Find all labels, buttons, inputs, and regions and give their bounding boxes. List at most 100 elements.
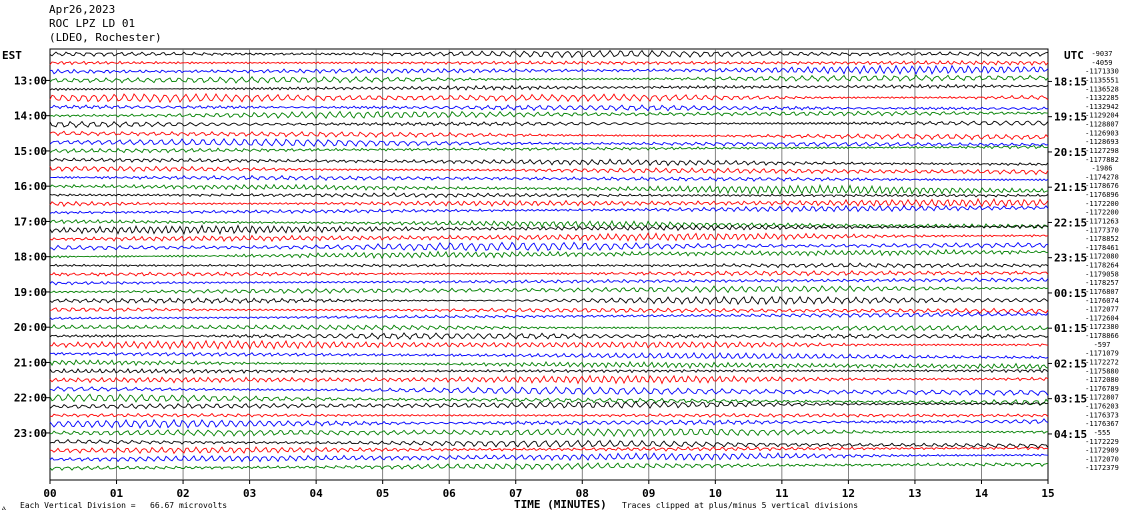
seismic-trace bbox=[49, 277, 1049, 286]
est-hour-label: 18:00 bbox=[14, 251, 47, 264]
trace-offset-label: -1178257 bbox=[1085, 279, 1119, 287]
seismic-trace bbox=[49, 428, 1049, 438]
est-hour-label: 21:00 bbox=[14, 356, 47, 369]
trace-offset-label: -1176896 bbox=[1085, 191, 1119, 199]
trace-offset-label: -1172200 bbox=[1085, 209, 1119, 217]
plot-frame bbox=[49, 48, 1049, 481]
utc-hour-label: 03:15 bbox=[1054, 393, 1087, 406]
est-hour-label: 16:00 bbox=[14, 180, 47, 193]
seismic-trace bbox=[49, 311, 1049, 320]
seismic-trace bbox=[49, 120, 1049, 129]
seismic-trace bbox=[49, 351, 1049, 360]
seismic-trace bbox=[49, 241, 1049, 252]
trace-offset-label: -1986 bbox=[1091, 165, 1112, 173]
seismic-trace bbox=[49, 204, 1049, 215]
seismic-trace bbox=[49, 412, 1049, 419]
trace-offset-label: -1176074 bbox=[1085, 297, 1119, 305]
trace-offset-label: -1176367 bbox=[1085, 420, 1119, 428]
seismic-trace bbox=[49, 64, 1049, 76]
trace-offset-label: -4059 bbox=[1091, 59, 1112, 67]
utc-hour-label: 04:15 bbox=[1054, 428, 1087, 441]
seismic-trace bbox=[49, 144, 1049, 154]
x-tick-label: 13 bbox=[908, 487, 921, 500]
seismic-trace bbox=[49, 400, 1049, 410]
x-tick-label: 01 bbox=[110, 487, 124, 500]
seismic-trace bbox=[49, 295, 1049, 306]
seismic-trace bbox=[49, 92, 1049, 104]
trace-offset-label: -1172070 bbox=[1085, 455, 1119, 463]
trace-offset-label: -1179058 bbox=[1085, 270, 1119, 278]
x-tick-label: 00 bbox=[43, 487, 56, 500]
seismic-trace bbox=[49, 324, 1049, 332]
trace-offset-label: -1176373 bbox=[1085, 411, 1119, 419]
seismic-trace bbox=[49, 367, 1049, 374]
seismic-trace bbox=[49, 59, 1049, 67]
seismic-trace bbox=[49, 262, 1049, 269]
network-label: (LDEO, Rochester) bbox=[49, 31, 162, 44]
vertical-division-note: Each Vertical Division = 66.67 microvolt… bbox=[20, 501, 228, 510]
trace-offset-label: -1172807 bbox=[1085, 394, 1119, 402]
seismic-trace bbox=[49, 269, 1049, 277]
trace-offset-label: -9037 bbox=[1091, 50, 1112, 58]
seismic-trace bbox=[49, 393, 1049, 406]
x-tick-label: 11 bbox=[775, 487, 789, 500]
x-tick-label: 06 bbox=[443, 487, 457, 500]
trace-offset-label: -1172200 bbox=[1085, 200, 1119, 208]
trace-offset-label: -1172080 bbox=[1085, 376, 1119, 384]
seismic-trace bbox=[49, 285, 1049, 295]
utc-hour-label: 01:15 bbox=[1054, 322, 1087, 335]
trace-offset-label: -1132285 bbox=[1085, 94, 1119, 102]
seismic-trace bbox=[49, 446, 1049, 455]
seismic-trace bbox=[49, 223, 1049, 236]
seismic-trace bbox=[49, 183, 1049, 196]
trace-offset-label: -1176789 bbox=[1085, 385, 1119, 393]
est-hour-label: 19:00 bbox=[14, 286, 47, 299]
utc-hour-label: 21:15 bbox=[1054, 181, 1087, 194]
trace-offset-label: -1175880 bbox=[1085, 367, 1119, 375]
seismic-trace bbox=[49, 165, 1049, 176]
seismic-trace bbox=[49, 110, 1049, 120]
seismic-trace bbox=[49, 332, 1049, 340]
trace-offset-label: -1176203 bbox=[1085, 403, 1119, 411]
seismic-trace bbox=[49, 232, 1049, 243]
seismic-trace bbox=[49, 462, 1049, 471]
utc-hour-label: 19:15 bbox=[1054, 111, 1087, 124]
trace-offset-label: -1127298 bbox=[1085, 147, 1119, 155]
utc-hour-label: 00:15 bbox=[1054, 287, 1087, 300]
est-hour-label: 22:00 bbox=[14, 392, 47, 405]
x-tick-label: 15 bbox=[1041, 487, 1054, 500]
trace-offset-label: -1136528 bbox=[1085, 85, 1119, 93]
seismic-trace bbox=[49, 157, 1049, 167]
x-tick-label: 02 bbox=[176, 487, 189, 500]
seismic-trace bbox=[49, 83, 1049, 91]
x-tick-label: 14 bbox=[975, 487, 989, 500]
trace-offset-label: -1171263 bbox=[1085, 217, 1119, 225]
trace-offset-label: -1172909 bbox=[1085, 447, 1119, 455]
seismic-trace bbox=[49, 438, 1049, 449]
x-tick-label: 09 bbox=[642, 487, 655, 500]
footer-marker: ⲁ bbox=[2, 503, 6, 512]
trace-offset-label: -1176807 bbox=[1085, 288, 1119, 296]
trace-offset-label: -1172229 bbox=[1085, 438, 1119, 446]
seismic-trace bbox=[49, 339, 1049, 351]
utc-hour-label: 23:15 bbox=[1054, 252, 1087, 265]
seismic-trace bbox=[49, 130, 1049, 141]
station-label: ROC LPZ LD 01 bbox=[49, 17, 136, 30]
x-tick-label: 05 bbox=[376, 487, 389, 500]
left-axis-title: EST bbox=[2, 49, 22, 62]
trace-offset-label: -1171330 bbox=[1085, 68, 1119, 76]
trace-offset-label: -1172380 bbox=[1085, 323, 1119, 331]
trace-offset-label: -1172604 bbox=[1085, 314, 1119, 322]
trace-offset-label: -1132942 bbox=[1085, 103, 1119, 111]
trace-offset-label: -1172077 bbox=[1085, 306, 1119, 314]
trace-offset-label: -597 bbox=[1094, 341, 1111, 349]
trace-offset-label: -1172272 bbox=[1085, 358, 1119, 366]
trace-offset-label: -1126903 bbox=[1085, 129, 1119, 137]
est-hour-label: 23:00 bbox=[14, 427, 47, 440]
est-hour-label: 20:00 bbox=[14, 321, 47, 334]
seismic-trace bbox=[49, 192, 1049, 199]
est-hour-label: 15:00 bbox=[14, 145, 47, 158]
est-hour-label: 17:00 bbox=[14, 215, 47, 228]
x-tick-label: 07 bbox=[509, 487, 522, 500]
